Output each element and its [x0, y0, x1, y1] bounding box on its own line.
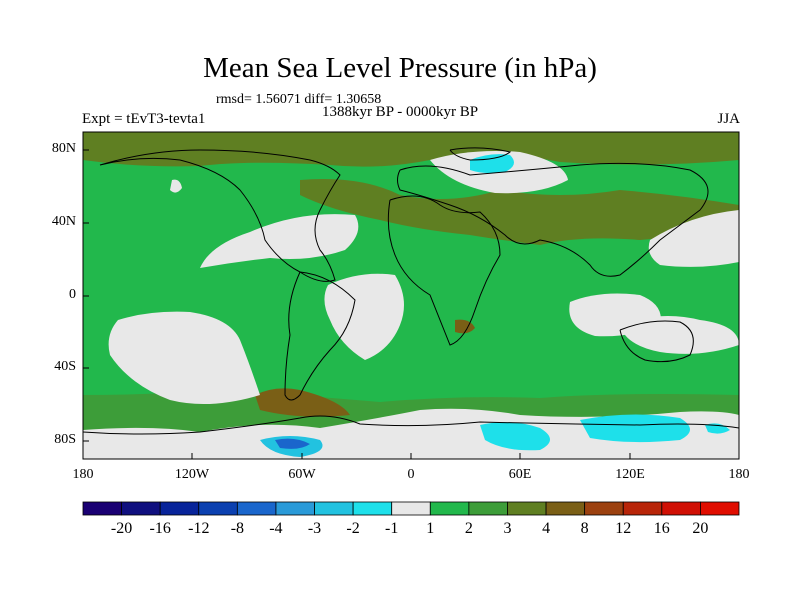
lon-label: 0 [407, 467, 415, 482]
colorbar-label: 4 [542, 520, 551, 537]
lat-label: 40S [54, 359, 76, 374]
field-grey-south-pacific [108, 311, 260, 404]
lat-label: 80S [54, 432, 76, 447]
colorbar-label: 1 [426, 520, 435, 537]
coast-greenland [449, 147, 512, 161]
colorbar-swatch [507, 501, 547, 516]
colorbar-swatch [314, 501, 354, 516]
colorbar-swatch [275, 501, 315, 516]
field-grey-north-pacific [648, 210, 739, 267]
field-cyan-antarctic [580, 414, 690, 443]
coast-south-america [284, 271, 356, 401]
colorbar-swatch [545, 501, 586, 516]
stats-readout: rmsd= 1.56071 diff= 1.30658 [216, 92, 382, 107]
field-brown-patch [255, 388, 350, 417]
field-grey-spot [170, 179, 182, 193]
axis-ticks [82, 149, 740, 459]
colorbar-label: -1 [385, 520, 399, 537]
field-grey-pacific [200, 214, 359, 268]
map-field [83, 132, 739, 459]
coastlines [83, 147, 739, 435]
colorbar-swatch [121, 501, 161, 516]
colorbar-swatch [700, 501, 740, 516]
lon-label: 120W [174, 467, 210, 482]
colorbar-label: 3 [503, 520, 512, 537]
colorbar-swatch [352, 501, 393, 516]
colorbar-label: -2 [346, 520, 360, 537]
field-north-band [83, 132, 739, 167]
colorbar-swatch [622, 501, 663, 516]
field-cyan-antarctic [480, 422, 550, 451]
coast-antarctica [83, 415, 739, 435]
lon-label: 60E [508, 467, 532, 482]
colorbar-swatch [391, 501, 431, 516]
colorbar-label: -16 [149, 520, 171, 537]
season-label: JJA [717, 111, 740, 127]
colorbar-swatch [468, 501, 508, 516]
lon-label: 120E [615, 467, 645, 482]
colorbar-swatch [236, 501, 277, 516]
colorbar-swatch [584, 501, 624, 516]
colorbar-swatch [198, 501, 238, 516]
lon-label: 180 [72, 467, 94, 482]
period-label: 1388kyr BP - 0000kyr BP [321, 104, 479, 120]
colorbar-label: 12 [615, 520, 632, 537]
colorbar-label: 16 [653, 520, 670, 537]
coast-africa [387, 195, 501, 346]
colorbar-label: 8 [580, 520, 589, 537]
coast-north-america [99, 149, 341, 282]
lat-label: 0 [69, 287, 76, 302]
coast-australia [619, 320, 694, 363]
field-cyan-arctic [470, 154, 514, 174]
colorbar-label: 20 [692, 520, 709, 537]
coast-eurasia [397, 162, 709, 277]
colorbar [82, 501, 740, 516]
colorbar-label: -20 [110, 520, 133, 537]
colorbar-swatch [159, 501, 200, 516]
field-eurasia-band [300, 179, 739, 245]
field-grey-antarctic [83, 408, 739, 459]
colorbar-label: -12 [188, 520, 210, 537]
lon-label: 60W [288, 467, 316, 482]
experiment-label: Expt = tEvT3-tevta1 [82, 111, 206, 127]
field-grey-australia [620, 316, 739, 354]
colorbar-label: -4 [269, 520, 283, 537]
colorbar-swatch [429, 501, 470, 516]
lon-label: 180 [728, 467, 750, 482]
lat-label: 80N [51, 141, 76, 156]
colorbar-label: -3 [307, 520, 322, 537]
colorbar-label: 2 [464, 520, 473, 537]
colorbar-swatch [661, 501, 701, 516]
colorbar-label: -8 [230, 520, 245, 537]
colorbar-swatch [82, 501, 122, 516]
field-grey-south-atlantic [324, 273, 404, 360]
map-title: Mean Sea Level Pressure (in hPa) [203, 52, 597, 84]
field-blue-antarctic [275, 438, 310, 449]
lat-label: 40N [51, 214, 76, 229]
